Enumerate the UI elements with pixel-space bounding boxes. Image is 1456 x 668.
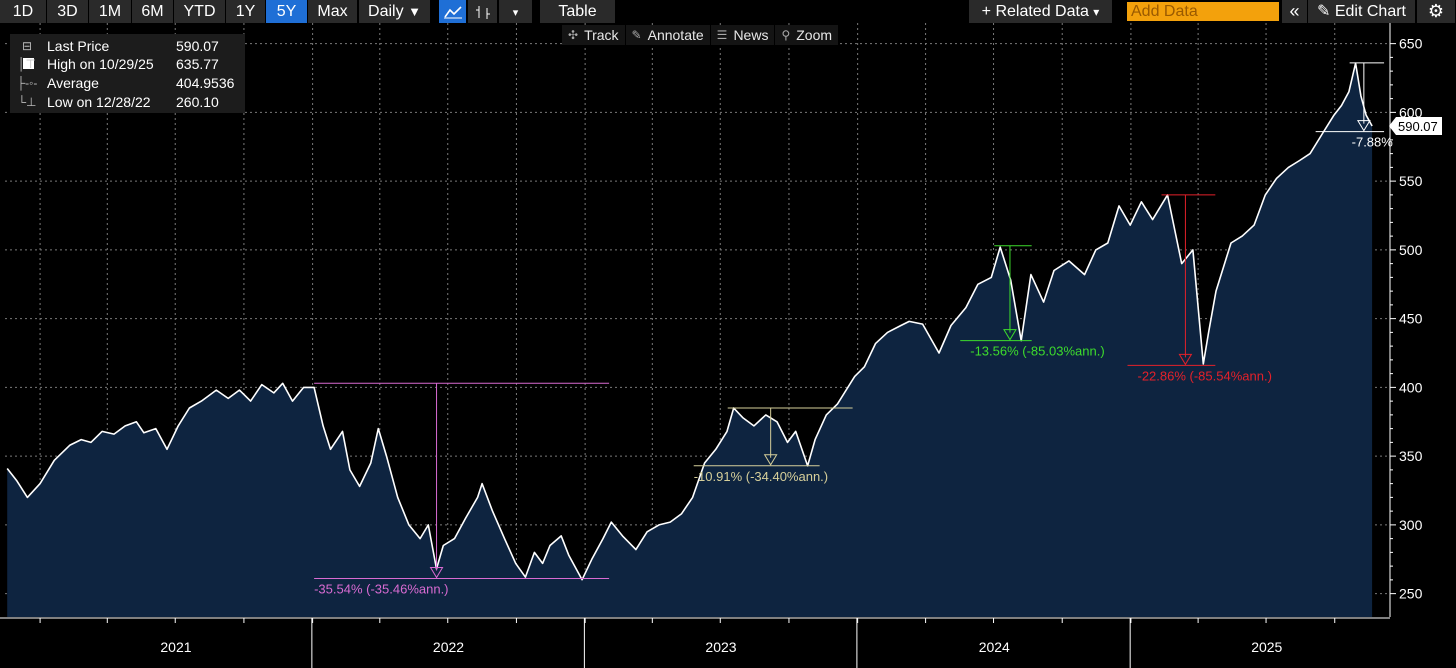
x-axis: 2021 2022 2023 2024 2025 [0, 617, 1390, 668]
crosshair-icon: ✣ [568, 28, 579, 42]
line-chart-icon[interactable] [439, 0, 467, 23]
y-tick-label: 450 [1399, 311, 1423, 327]
y-axis: 250 300 350 400 450 500 550 600 650 590.07 [1389, 23, 1442, 617]
drawdown-arrow-head [763, 454, 778, 466]
high-marker-icon: │⊤ [18, 57, 36, 71]
period-max-button[interactable]: Max [308, 0, 358, 23]
y-tick-label: 400 [1399, 379, 1423, 395]
last-price-label: 590.07 [1398, 119, 1438, 134]
period-1y-button[interactable]: 1Y [226, 0, 266, 23]
news-label: News [733, 27, 769, 43]
frequency-dropdown[interactable]: Daily ▼ [359, 0, 431, 23]
period-5y-button[interactable]: 5Y [266, 0, 308, 23]
chart-type-caret-icon[interactable]: ▾ [499, 0, 533, 23]
drawdown-label: -10.91% (-34.40%ann.) [694, 469, 828, 484]
average-marker-icon: ├‑◦‑ [16, 76, 38, 90]
legend-label: Average [47, 75, 99, 91]
legend-row-low[interactable]: └⊥ Low on 12/28/22 260.10 [10, 93, 245, 111]
drawdown-arrow-head [1356, 120, 1371, 132]
drawdown-label: -13.56% (-85.03%ann.) [970, 344, 1104, 359]
legend-label: High on 10/29/25 [47, 56, 154, 72]
settings-gear-icon[interactable]: ⚙ [1417, 0, 1456, 23]
period-6m-button[interactable]: 6M [132, 0, 174, 23]
collapse-icon[interactable]: « [1282, 0, 1308, 23]
related-data-caret-icon: ▾ [1093, 5, 1100, 19]
legend-value: 260.10 [176, 94, 219, 110]
collapse-square-icon: ⊟ [16, 37, 38, 73]
y-tick-label: 650 [1399, 36, 1423, 52]
zoom-button[interactable]: ⚲ Zoom [775, 25, 840, 45]
legend-row-last-price[interactable]: ⊟ Last Price 590.07 [10, 37, 245, 69]
related-data-button[interactable]: + Related Data ▾ [969, 0, 1113, 23]
news-icon: ☰ [716, 28, 728, 42]
y-tick-label: 350 [1399, 448, 1423, 464]
period-3d-button[interactable]: 3D [47, 0, 89, 23]
chart-toolbar: 1D 3D 1M 6M YTD 1Y 5Y Max Daily ▼ ▾ Tabl… [0, 0, 1456, 23]
low-marker-icon: └⊥ [17, 95, 37, 109]
related-data-label: + Related Data [981, 3, 1089, 20]
x-year-label: 2025 [1251, 639, 1282, 655]
chart-legend: ⊟ Last Price 590.07 │⊤ High on 10/29/25 … [10, 34, 245, 113]
x-year-label: 2023 [705, 639, 736, 655]
bar-chart-icon[interactable] [468, 0, 498, 23]
y-tick-label: 600 [1399, 104, 1423, 120]
legend-value: 590.07 [176, 38, 219, 54]
annotate-button[interactable]: ✎ Annotate [625, 25, 711, 45]
frequency-label: Daily [368, 3, 404, 20]
price-area [7, 63, 1373, 617]
legend-row-high[interactable]: │⊤ High on 10/29/25 635.77 [10, 55, 245, 73]
y-tick-label: 550 [1399, 173, 1423, 189]
legend-label: Low on 12/28/22 [47, 94, 151, 110]
y-tick-label: 500 [1399, 242, 1423, 258]
period-1m-button[interactable]: 1M [89, 0, 132, 23]
pencil-icon: ✎ [631, 28, 642, 42]
x-year-label: 2021 [160, 639, 191, 655]
drawdown-label: -22.86% (-85.54%ann.) [1137, 368, 1271, 383]
y-tick-label: 250 [1399, 586, 1423, 602]
edit-chart-button[interactable]: ✎ Edit Chart [1308, 0, 1416, 23]
legend-value: 635.77 [176, 56, 219, 72]
legend-row-average[interactable]: ├‑◦‑ Average 404.9536 [10, 74, 245, 92]
last-price-tag [1389, 117, 1442, 136]
drawdown-label: -7.88% [1352, 135, 1394, 150]
drawdown-annotations: -35.54% (-35.46%ann.) -10.91% (-34.40%ann… [314, 62, 1394, 597]
legend-value: 404.9536 [176, 75, 235, 91]
track-button[interactable]: ✣ Track [562, 25, 626, 45]
drawdown-arrow-head [1178, 353, 1193, 366]
drawdown-arrow-head [429, 567, 444, 579]
legend-label: Last Price [47, 38, 110, 54]
table-button[interactable]: Table [540, 0, 616, 23]
track-label: Track [584, 27, 619, 43]
x-year-label: 2022 [433, 639, 464, 655]
period-ytd-button[interactable]: YTD [174, 0, 226, 23]
zoom-label: Zoom [796, 27, 833, 43]
y-tick-label: 300 [1399, 517, 1423, 533]
annotate-label: Annotate [647, 27, 704, 43]
chart-tools-bar: ✣ Track ✎ Annotate ☰ News ⚲ Zoom [562, 25, 840, 45]
drawdown-label: -35.54% (-35.46%ann.) [314, 582, 448, 597]
frequency-caret-icon: ▼ [408, 4, 421, 19]
x-year-label: 2024 [979, 639, 1010, 655]
period-1d-button[interactable]: 1D [0, 0, 47, 23]
price-line [6, 62, 1373, 581]
drawdown-arrow-head [1003, 329, 1017, 341]
magnifier-icon: ⚲ [781, 28, 791, 42]
add-data-input[interactable] [1127, 2, 1279, 21]
news-button[interactable]: ☰ News [710, 25, 776, 45]
